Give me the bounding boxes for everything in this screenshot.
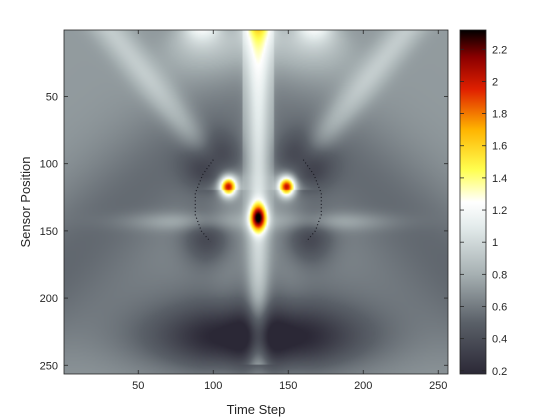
colorbar-tick-label: 0.2	[492, 366, 507, 378]
x-tick-label: 250	[429, 380, 447, 392]
x-axis-label: Time Step	[227, 402, 286, 417]
x-axis-ticks: 50 100 150 200 250	[132, 30, 447, 392]
x-tick-label: 50	[132, 380, 144, 392]
colorbar-tick-label: 1.6	[492, 141, 507, 153]
colorbar-tick-label: 1	[492, 237, 498, 249]
dotted-arcs	[194, 159, 322, 242]
dotted-arc-1	[194, 159, 214, 242]
dotted-arc-2	[302, 159, 322, 242]
colorbar-tick-label: 0.8	[492, 269, 507, 281]
colorbar-tick-label: 2	[492, 76, 498, 88]
heatmap-image	[64, 30, 448, 374]
y-tick-label: 50	[46, 92, 58, 104]
colorbar-tick-label: 1.4	[492, 173, 507, 185]
x-tick-label: 100	[204, 380, 222, 392]
colorbar-tick-label: 1.8	[492, 109, 507, 121]
y-axis-ticks: 50 100 150 200 250	[40, 92, 448, 372]
colorbar-tick-label: 0.6	[492, 301, 507, 313]
y-axis-label: Sensor Position	[18, 156, 33, 247]
y-tick-label: 200	[40, 293, 58, 305]
x-tick-label: 150	[279, 380, 297, 392]
y-tick-label: 150	[40, 226, 58, 238]
colorbar	[459, 29, 487, 375]
x-tick-label: 200	[354, 380, 372, 392]
y-tick-label: 100	[40, 159, 58, 171]
colorbar-tick-label: 0.4	[492, 334, 507, 346]
plot-frame	[63, 29, 449, 375]
y-tick-label: 250	[40, 360, 58, 372]
colorbar-tick-label: 1.2	[492, 205, 507, 217]
heatmap-layer	[64, 30, 448, 374]
colorbar-tick-label: 2.2	[492, 44, 507, 56]
colorbar-ticks: 0.2 0.4 0.6 0.8 1 1.2 1.4 1.6 1.8 2 2.2	[460, 44, 507, 378]
